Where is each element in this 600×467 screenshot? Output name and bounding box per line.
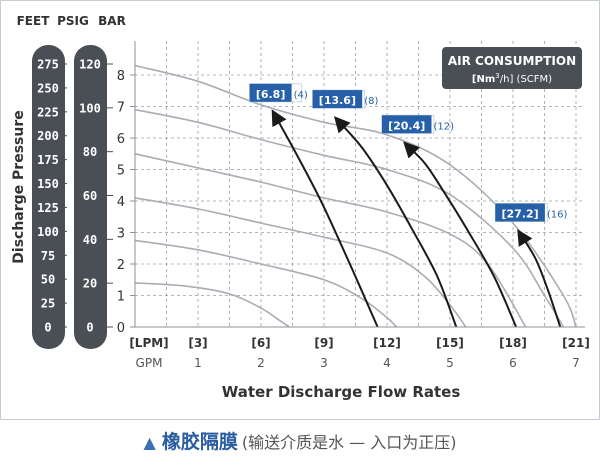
x-gpm-tick-label: 4	[383, 356, 391, 370]
psig-tick-label: 40	[83, 233, 97, 247]
x-gpm-tick-label: 5	[446, 356, 454, 370]
pressure-curve-1	[134, 64, 577, 328]
x-lpm-tick-label: [21]	[562, 336, 590, 350]
air-label-main-bg	[381, 115, 432, 134]
caption-title: 橡胶隔膜	[161, 431, 238, 453]
bar-tick-label: 3	[117, 227, 125, 242]
bar-tick-label: 8	[117, 69, 125, 84]
bar-tick-label: 1	[117, 290, 125, 305]
x-gpm-tick-label: GPM	[136, 356, 163, 370]
air-label-main-bg	[495, 203, 545, 222]
feet-tick-label: 100	[37, 225, 59, 239]
axis-header-bar: BAR	[98, 14, 126, 28]
feet-tick-label: 75	[41, 249, 55, 263]
x-gpm-tick-label: 6	[509, 356, 517, 370]
air-label-sub: (12)	[434, 121, 455, 132]
air-label-sub: (16)	[547, 210, 568, 221]
bar-tick-label: 7	[117, 101, 125, 116]
psig-tick-label: 100	[79, 101, 101, 115]
x-lpm-tick-label: [3]	[188, 336, 207, 350]
x-lpm-tick-label: [6]	[251, 336, 270, 350]
chart-frame: [6.8] (4) [13.6] (8) [20.4] (12) [27.2] (16) 8 7…	[0, 0, 600, 420]
x-lpm-tick-label: [15]	[436, 336, 464, 350]
bar-tick-label: 2	[117, 258, 125, 273]
x-lpm-tick-label: [12]	[373, 336, 401, 350]
axis-header-psig: PSIG	[57, 14, 89, 28]
air-label-sub: (8)	[364, 96, 378, 107]
psig-tick-label: 0	[86, 321, 93, 335]
feet-tick-label: 150	[37, 177, 59, 191]
psig-scale-bar	[74, 45, 107, 349]
chart-svg: [6.8] (4) [13.6] (8) [20.4] (12) [27.2] (16) 8 7…	[11, 14, 590, 401]
air-label-main: [27.2]	[501, 208, 538, 221]
psig-tick-label: 120	[79, 58, 101, 72]
bar-tick-label: 5	[117, 164, 125, 179]
feet-scale-bar	[32, 45, 65, 349]
air-label-main-bg	[312, 90, 363, 109]
air-label-sub: (4)	[294, 90, 308, 101]
x-gpm-tick-label: 3	[320, 356, 328, 370]
bar-tick-label: 0	[117, 321, 125, 336]
feet-tick-label: 25	[41, 297, 55, 311]
x-lpm-tick-label: [9]	[314, 336, 333, 350]
feet-tick-label: 175	[37, 153, 59, 167]
feet-tick-label: 125	[37, 201, 59, 215]
pressure-curve-6	[134, 282, 290, 328]
air-curve-3	[403, 141, 518, 328]
x-gpm-tick-label: 2	[257, 356, 265, 370]
x-gpm-tick-label: 7	[572, 356, 580, 370]
x-axis-title: Water Discharge Flow Rates	[222, 383, 461, 401]
x-gpm-tick-label: 1	[194, 356, 202, 370]
y-axis-title: Discharge Pressure	[11, 110, 27, 263]
legend-subtitle: [Nm3/h] (SCFM)	[472, 72, 552, 85]
feet-tick-label: 225	[37, 105, 59, 119]
x-lpm-tick-label: [18]	[499, 336, 527, 350]
feet-tick-label: 275	[37, 58, 59, 72]
legend-box	[442, 47, 582, 89]
psig-tick-label: 20	[83, 277, 97, 291]
air-curve-2	[333, 116, 458, 328]
air-label-main: [6.8]	[256, 88, 286, 101]
psig-tick-label: 60	[83, 189, 97, 203]
air-label-main-bg	[249, 83, 292, 102]
psig-tick-label: 80	[83, 145, 97, 159]
chart-caption: ▲ 橡胶隔膜 (输送介质是水 — 入口为正压)	[0, 424, 600, 460]
air-label-main: [13.6]	[319, 94, 356, 107]
air-curve-4	[517, 229, 562, 328]
air-curve-1	[271, 109, 379, 328]
pressure-curve-2	[134, 108, 565, 328]
feet-tick-label: 250	[37, 81, 59, 95]
bar-tick-label: 6	[117, 132, 125, 147]
pressure-curve-5	[134, 239, 398, 328]
bar-tick-label: 4	[117, 195, 125, 210]
triangle-marker-icon: ▲	[143, 433, 156, 452]
caption-subtitle: (输送介质是水 — 入口为正压)	[241, 433, 457, 452]
air-label-main: [20.4]	[388, 119, 425, 132]
feet-tick-label: 0	[44, 321, 51, 335]
x-lpm-tick-label: [LPM]	[129, 336, 168, 350]
feet-tick-label: 50	[41, 273, 55, 287]
legend-title: AIR CONSUMPTION	[448, 54, 576, 68]
axis-header-feet: FEET	[17, 14, 51, 28]
feet-tick-label: 200	[37, 129, 59, 143]
